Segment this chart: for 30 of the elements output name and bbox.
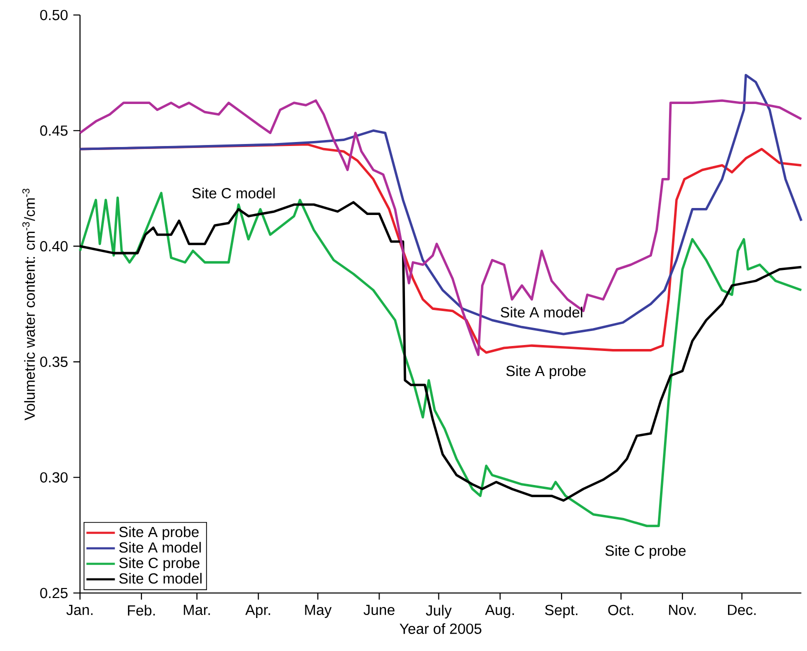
y-tick-label: 0.25 <box>40 588 68 598</box>
annotation: Site C probe <box>605 545 686 559</box>
legend-label: Site C probe <box>119 557 200 572</box>
x-tick-label: May <box>305 604 332 618</box>
x-tick-label: Feb. <box>128 604 155 616</box>
x-tick-label: Dec. <box>728 604 756 616</box>
y-tick-label: 0.35 <box>40 356 68 367</box>
y-tick-label: 0.40 <box>40 241 68 252</box>
x-tick-label: Oct. <box>608 604 634 616</box>
x-tick-label: Jan. <box>66 604 93 616</box>
x-tick-label: Aug. <box>485 604 514 618</box>
x-tick-label: Apr. <box>245 604 270 618</box>
x-tick-label: July <box>426 604 452 618</box>
line-series <box>78 99 803 356</box>
annotation: Site A probe <box>506 365 586 380</box>
x-axis-title: Year of 2005 <box>400 623 482 634</box>
line-series <box>78 74 803 336</box>
x-tick-label: June <box>364 604 394 616</box>
y-tick-label: 0.45 <box>40 125 68 136</box>
y-axis-title: Volumetric water content: cm$^{-3}$/cm$^{-3}$ <box>22 188 35 420</box>
x-tick-label: Nov. <box>669 604 696 616</box>
annotation: Site A model <box>500 306 582 318</box>
legend-label: Site A model <box>119 542 201 553</box>
y-tick-label: 0.30 <box>40 472 68 483</box>
x-tick-label: Sept. <box>545 604 578 618</box>
x-tick-label: Mar. <box>184 604 210 616</box>
legend-label: Site A probe <box>119 526 199 540</box>
annotation: Site C model <box>192 188 275 198</box>
legend-label: Site C model <box>119 572 202 584</box>
y-tick-label: 0.50 <box>40 10 68 20</box>
